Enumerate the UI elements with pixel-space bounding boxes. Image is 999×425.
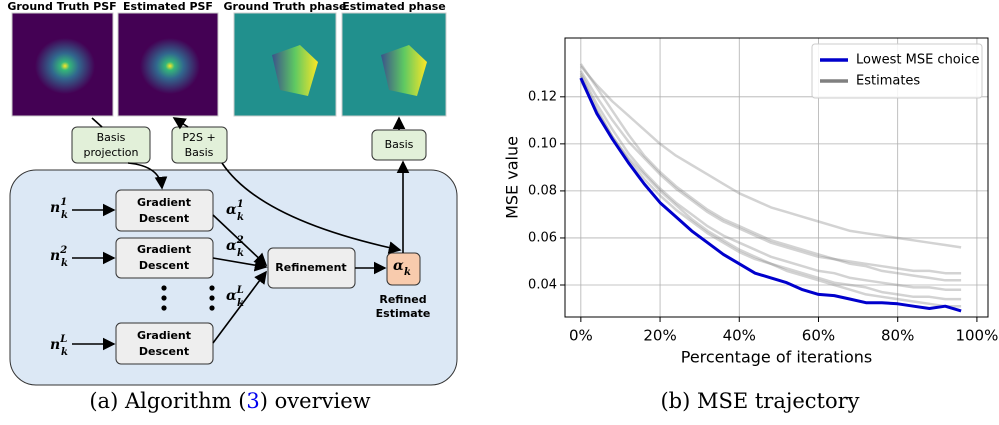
x-tick-label: 20% (643, 327, 676, 345)
x-tick-label: 0% (569, 327, 593, 345)
y-tick-label: 0.12 (528, 89, 557, 104)
math-base: n (50, 248, 60, 264)
math-base: n (50, 337, 60, 353)
box-label: Gradient (137, 196, 191, 209)
math-sup: L (59, 334, 67, 345)
image-title: Estimated PSF (123, 0, 213, 13)
box-label: Estimate (376, 307, 431, 320)
caption-text: (a) Algorithm ( (89, 389, 246, 413)
caption: (b) MSE trajectory (660, 389, 859, 413)
x-tick-label: 40% (723, 327, 756, 345)
y-tick-label: 0.10 (528, 136, 557, 151)
legend-label: Estimates (856, 74, 920, 89)
math-sub: k (61, 210, 68, 221)
math-sup: 1 (237, 199, 244, 210)
x-tick-label: 100% (955, 327, 998, 345)
y-axis-label: MSE value (503, 136, 522, 219)
image-title: Ground Truth PSF (7, 0, 116, 13)
box-label: Gradient (137, 329, 191, 342)
box-label: projection (84, 146, 139, 159)
estimate-line (581, 76, 961, 300)
math-base: α (226, 288, 237, 304)
figure: Ground Truth PSF Estimated PSF Ground Tr… (0, 0, 999, 425)
box-label: Refined (379, 293, 426, 306)
math-sub: k (61, 347, 68, 358)
math-sub: k (237, 248, 244, 259)
caption: (a) Algorithm (3) overview (89, 389, 370, 413)
box-label: Gradient (137, 243, 191, 256)
box-label: Descent (139, 212, 189, 225)
math-sub: k (237, 212, 244, 223)
math-sup: 2 (236, 235, 244, 246)
math-sup: 1 (60, 197, 67, 208)
y-tick-label: 0.06 (528, 230, 557, 245)
math-base: α (226, 202, 237, 218)
legend-label: Lowest MSE choice (856, 53, 980, 68)
math-base: α (226, 238, 237, 254)
box-label: Basis (185, 146, 214, 159)
box-label: Basis (97, 131, 126, 144)
estimate-line (581, 73, 961, 289)
math-base: n (50, 200, 60, 216)
box-label: Descent (139, 259, 189, 272)
math-sub: k (237, 298, 244, 309)
box-label: Refinement (275, 261, 346, 274)
x-tick-label: 60% (802, 327, 835, 345)
math-sub: k (404, 267, 411, 278)
math-sub: k (61, 258, 68, 269)
box-label: P2S + (182, 131, 215, 144)
box-label: Descent (139, 345, 189, 358)
box-label: Basis (385, 138, 414, 151)
caption-text: ) overview (260, 389, 371, 413)
estimate-line (581, 80, 961, 306)
x-tick-label: 80% (881, 327, 914, 345)
y-tick-label: 0.04 (528, 278, 557, 293)
math-sup: L (236, 285, 244, 296)
series-line (581, 78, 961, 311)
chart: 0.04 0.06 0.08 0.10 0.12 0% 20% 40% 60% 80% 100% Pe… (503, 38, 999, 367)
image-title: Ground Truth phase (224, 0, 347, 13)
math-sup: 2 (59, 245, 67, 256)
y-tick-label: 0.08 (528, 183, 557, 198)
math-base: α (393, 258, 404, 274)
caption-ref[interactable]: 3 (246, 389, 259, 413)
psf-blob (35, 38, 95, 94)
x-axis-label: Percentage of iterations (681, 348, 873, 367)
psf-blob (140, 38, 200, 94)
image-title: Estimated phase (342, 0, 446, 13)
